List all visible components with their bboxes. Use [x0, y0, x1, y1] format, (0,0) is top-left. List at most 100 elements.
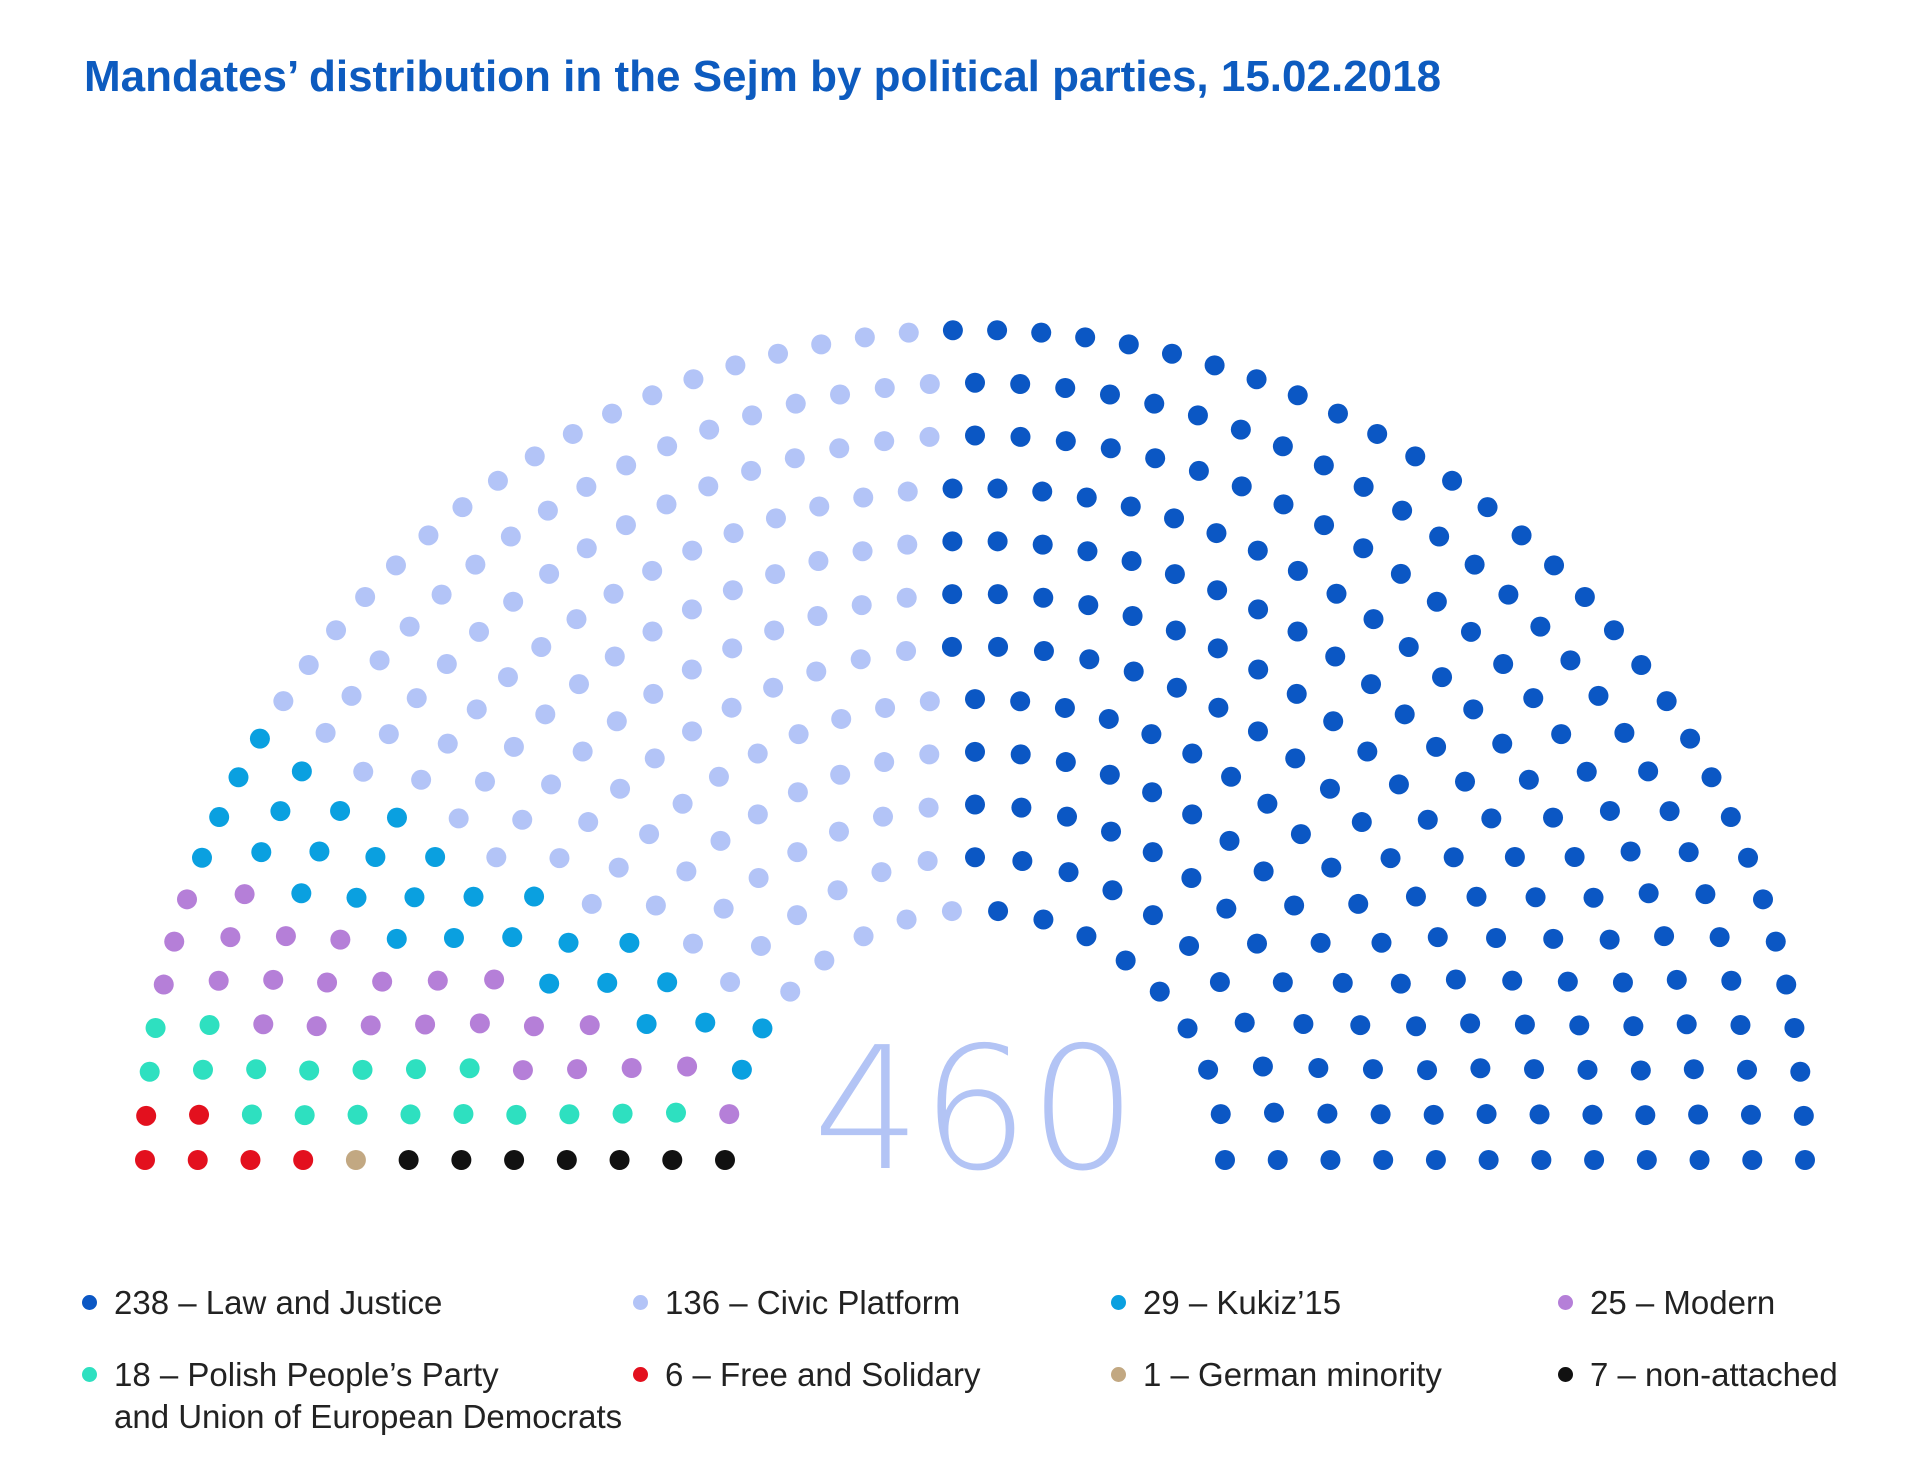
- seat: [1219, 830, 1240, 851]
- seat: [1486, 928, 1507, 949]
- seat: [642, 560, 663, 581]
- seat: [1285, 748, 1306, 769]
- seat: [452, 497, 473, 518]
- seat: [330, 929, 351, 950]
- seat: [1058, 862, 1079, 883]
- seat: [1207, 638, 1228, 659]
- seat: [1098, 708, 1119, 729]
- seat: [437, 733, 458, 754]
- legend-label: 6 – Free and Solidary: [665, 1356, 981, 1393]
- seat: [1623, 1016, 1644, 1037]
- seat: [987, 320, 1008, 341]
- seat: [612, 1103, 633, 1124]
- seat: [1371, 932, 1392, 953]
- seat: [1215, 1150, 1235, 1170]
- seat: [315, 722, 336, 743]
- seat: [1477, 497, 1498, 518]
- seat: [809, 496, 830, 517]
- seat: [1164, 564, 1185, 585]
- seat: [1286, 683, 1307, 704]
- seat: [251, 842, 272, 863]
- seat: [1010, 744, 1031, 765]
- seat: [731, 1059, 752, 1080]
- seat: [682, 540, 703, 561]
- seat: [1543, 928, 1564, 949]
- seat: [1569, 1015, 1590, 1036]
- seat: [249, 728, 270, 749]
- seat: [400, 1104, 421, 1125]
- seat: [682, 933, 703, 954]
- seat: [411, 769, 432, 790]
- seat: [1630, 1060, 1651, 1081]
- seat: [1423, 1104, 1444, 1125]
- seat: [1742, 1150, 1763, 1170]
- seat: [681, 659, 702, 680]
- seat: [942, 584, 963, 605]
- seat: [1144, 393, 1165, 414]
- seat: [453, 1103, 474, 1124]
- seat: [1287, 385, 1308, 406]
- seat: [942, 531, 963, 552]
- seat: [1321, 857, 1342, 878]
- seat: [512, 1060, 533, 1081]
- legend-item: 1 – German minority: [1111, 1354, 1558, 1438]
- legend-label: 136 – Civic Platform: [665, 1284, 961, 1321]
- seat: [1033, 641, 1054, 662]
- seat: [807, 605, 828, 626]
- seat: [1551, 724, 1572, 745]
- legend-marker: [1111, 1367, 1126, 1382]
- seat: [330, 800, 351, 821]
- seat: [240, 1150, 261, 1170]
- seat: [1357, 741, 1378, 762]
- seat: [1210, 1104, 1231, 1125]
- seat: [965, 425, 985, 446]
- seat: [1102, 880, 1123, 901]
- seat: [1492, 733, 1513, 754]
- seat: [1790, 1061, 1811, 1082]
- seat: [896, 587, 917, 608]
- seat: [1055, 377, 1076, 398]
- seat: [1636, 1150, 1657, 1170]
- seat: [1290, 824, 1311, 845]
- seat: [1348, 893, 1369, 914]
- seat: [1543, 807, 1564, 828]
- seat: [874, 752, 895, 773]
- seat: [270, 801, 291, 822]
- seat: [1247, 933, 1268, 954]
- seat: [642, 621, 663, 642]
- seat: [1078, 595, 1099, 616]
- seat: [1252, 1056, 1273, 1077]
- seat: [619, 932, 640, 953]
- seat: [636, 1013, 657, 1034]
- seat: [1709, 927, 1730, 948]
- seat: [581, 893, 602, 914]
- seat: [1398, 636, 1419, 657]
- seat: [352, 1059, 373, 1080]
- seat: [1010, 426, 1031, 447]
- chart-title: Mandates’ distribution in the Sejm by po…: [84, 52, 1442, 101]
- seat: [941, 636, 962, 657]
- seat: [719, 1104, 740, 1125]
- seat: [1248, 659, 1269, 680]
- seat: [741, 460, 762, 481]
- seat: [1557, 971, 1578, 992]
- seat: [603, 583, 624, 604]
- seat: [1267, 1150, 1288, 1170]
- seat: [556, 1150, 577, 1170]
- seat: [785, 393, 806, 414]
- seat: [643, 683, 664, 704]
- seat: [1248, 599, 1269, 620]
- seat: [1076, 926, 1097, 947]
- seat: [208, 970, 229, 991]
- seat: [665, 1102, 686, 1123]
- seat: [1287, 621, 1308, 642]
- seat: [1659, 801, 1680, 822]
- seat: [683, 369, 704, 390]
- seat: [176, 889, 197, 910]
- seat: [369, 650, 390, 671]
- seat: [1426, 591, 1447, 612]
- seat: [1351, 812, 1372, 833]
- seat: [725, 355, 746, 376]
- seat: [615, 515, 636, 536]
- seat: [539, 563, 560, 584]
